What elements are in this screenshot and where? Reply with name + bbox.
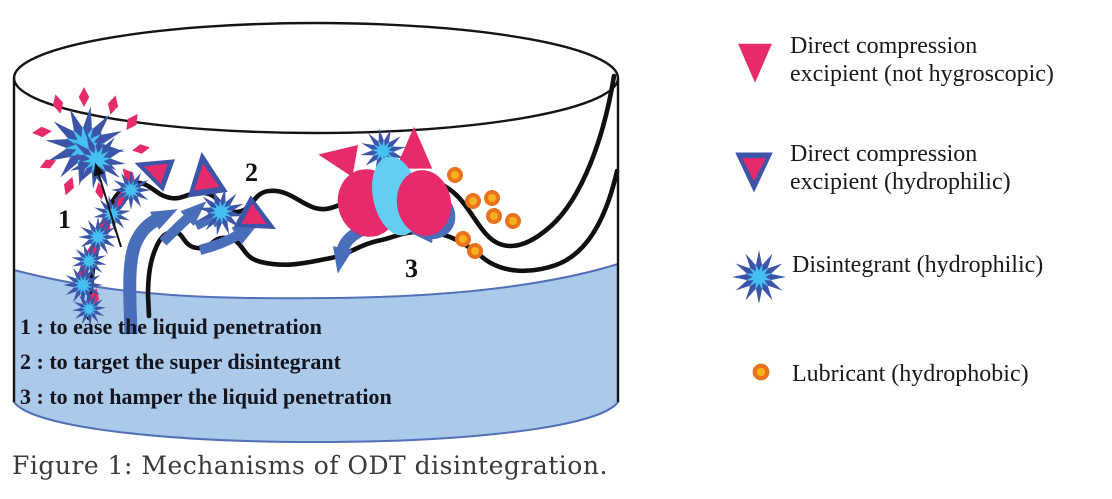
legend-item-direct-compression: Direct compression excipient (not hygros… [738,33,1054,87]
zone-label-1: 1 [58,205,71,234]
cylinder-top-rim [12,21,620,135]
lubricant-dot-icon [486,208,502,224]
disintegrant-burst-icon [732,250,786,304]
flow-arrow [198,222,260,255]
legend-label: Direct compression [790,33,977,59]
note-1: 1 : to ease the liquid penetration [20,314,322,339]
legend-label: excipient (not hygroscopic) [790,61,1054,87]
lubricant-dot-icon [455,231,471,247]
legend-item-disintegrant: Disintegrant (hydrophilic) [732,250,1043,304]
excipient-fragment-diamond [31,125,53,139]
note-3: 3 : to not hamper the liquid penetration [20,384,392,409]
wicking-direction-arrow [93,162,122,248]
direct-compression-triangle-icon [738,43,772,83]
zone1-disintegrant-chain [63,162,151,332]
liquid-uptake-arrow [123,209,178,335]
flow-arrow [159,201,207,246]
legend-label: Direct compression [790,141,977,167]
legend-label: Lubricant (hydrophobic) [792,361,1029,387]
legend-label: Disintegrant (hydrophilic) [792,252,1043,278]
hydrophilic-excipient-triangle-icon [181,149,228,198]
lubricant-dot-icon [752,363,770,381]
zone3-hydrophobic-agglomerate [315,121,521,259]
agglomerate-particle [396,170,452,236]
lubricant-dot-icon [465,193,481,209]
lubricant-dot-icon [447,167,463,183]
legend-label: excipient (hydrophilic) [790,169,1011,195]
lubricant-dot-icon [505,213,521,229]
zone-label-3: 3 [405,254,418,283]
tablet-cylinder [12,21,620,444]
excipient-fragment-diamond [60,174,78,198]
excipient-triangle-icon [315,138,359,178]
figure-caption: Figure 1: Mechanisms of ODT disintegrati… [12,451,608,480]
mechanism-notes: 1 : to ease the liquid penetration 2 : t… [20,314,392,409]
legend: Direct compression excipient (not hygros… [732,33,1054,387]
lubricant-dot-icon [467,243,483,259]
direct-compression-hydrophilic-triangle-icon [735,152,773,193]
legend-item-direct-compression-hydrophilic: Direct compression excipient (hydrophili… [735,141,1011,195]
note-2: 2 : to target the super disintegrant [20,349,342,374]
flow-arrow [193,207,234,231]
legend-item-lubricant: Lubricant (hydrophobic) [752,361,1029,387]
lubricant-dot-icon [484,190,500,206]
zone-label-2: 2 [245,158,258,187]
excipient-fragment-diamond [131,142,151,156]
